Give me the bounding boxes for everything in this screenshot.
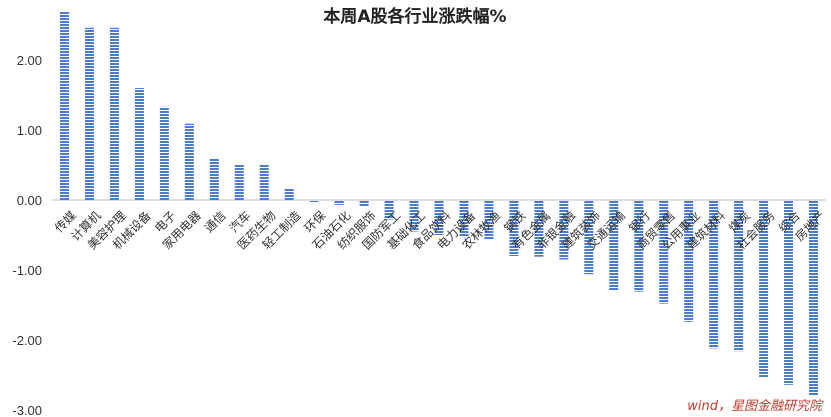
x-tick-label: 通信	[202, 208, 229, 235]
bar	[609, 200, 619, 291]
bar	[59, 11, 69, 200]
y-tick-label: 1.00	[17, 123, 42, 138]
y-tick-label: -1.00	[12, 263, 42, 278]
bar	[784, 200, 794, 385]
bar	[459, 200, 469, 238]
y-tick-label: -2.00	[12, 333, 42, 348]
bar	[84, 27, 94, 200]
bar	[284, 188, 294, 200]
bar	[584, 200, 594, 275]
y-tick-label: 2.00	[17, 53, 42, 68]
y-tick-label: -3.00	[12, 403, 42, 417]
bar	[409, 200, 419, 232]
bar	[209, 158, 219, 200]
bar	[509, 200, 519, 256]
y-tick-label: 0.00	[17, 193, 42, 208]
y-axis: 2.00 1.00 0.00 -1.00 -2.00 -3.00	[12, 53, 42, 417]
bar	[234, 165, 244, 200]
bar	[734, 200, 744, 352]
bar	[684, 200, 694, 322]
bar	[759, 200, 769, 378]
bar	[634, 200, 644, 292]
bar	[109, 27, 119, 200]
bar	[484, 200, 494, 240]
bar	[709, 200, 719, 349]
bar	[309, 200, 319, 202]
bar	[384, 200, 394, 220]
chart-title: 本周A股各行业涨跌幅%	[323, 6, 506, 27]
bar-series	[59, 11, 819, 396]
bar	[359, 200, 369, 207]
bar	[134, 88, 144, 200]
bar	[559, 200, 569, 260]
source-note: wind，星图金融研究院	[687, 398, 824, 414]
bar	[159, 106, 169, 200]
bar	[809, 200, 819, 396]
bar	[659, 200, 669, 304]
bar	[184, 123, 194, 200]
bar	[259, 165, 269, 200]
bar	[434, 200, 444, 235]
bar	[334, 200, 344, 205]
bar	[534, 200, 544, 257]
